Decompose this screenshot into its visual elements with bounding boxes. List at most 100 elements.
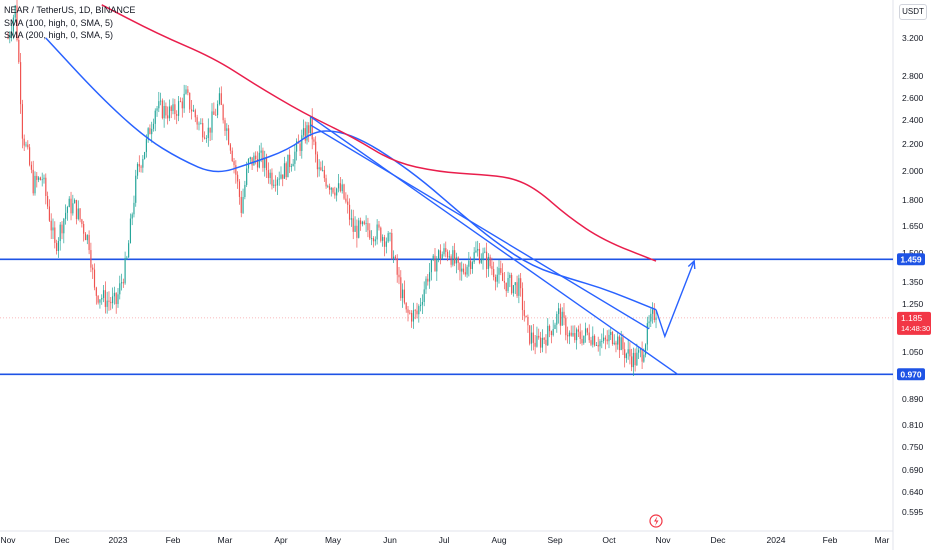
- candle: [561, 307, 563, 326]
- candle: [559, 303, 561, 335]
- currency-unit-button[interactable]: USDT: [899, 4, 927, 20]
- sma100-legend[interactable]: SMA (100, high, 0, SMA, 5): [4, 18, 114, 28]
- candle: [152, 118, 155, 132]
- x-tick-label: Apr: [274, 535, 287, 545]
- x-tick-label: Nov: [655, 535, 671, 545]
- candle: [322, 160, 324, 172]
- candle: [372, 236, 375, 248]
- candle: [264, 150, 266, 177]
- candle: [418, 304, 420, 323]
- candle: [448, 250, 450, 259]
- candle: [398, 267, 400, 285]
- candle: [356, 219, 358, 248]
- candle: [249, 156, 251, 163]
- candle: [505, 282, 507, 297]
- candle: [420, 297, 422, 312]
- y-tick-label: 0.810: [902, 420, 924, 430]
- candle: [572, 325, 574, 338]
- candle: [200, 118, 202, 125]
- candle: [385, 237, 387, 254]
- candle: [313, 137, 315, 146]
- candle: [18, 35, 20, 64]
- y-tick-label: 2.000: [902, 166, 924, 176]
- candle: [545, 334, 547, 354]
- candle: [438, 249, 440, 263]
- candle: [527, 314, 529, 333]
- candle: [608, 329, 610, 349]
- candle: [196, 114, 198, 130]
- x-tick-label: Feb: [823, 535, 838, 545]
- x-tick-label: Jul: [439, 535, 450, 545]
- candle: [229, 142, 232, 154]
- candle: [414, 308, 416, 320]
- candle: [380, 226, 382, 243]
- candle: [500, 260, 502, 276]
- candle: [181, 97, 183, 118]
- candle: [135, 169, 137, 207]
- candle: [9, 31, 11, 44]
- y-tick-label: 1.650: [902, 221, 924, 231]
- candle: [622, 333, 624, 356]
- alert-icon[interactable]: [649, 514, 663, 528]
- candle: [309, 116, 312, 137]
- candle: [348, 198, 351, 226]
- candle: [315, 136, 317, 163]
- candle: [405, 302, 407, 313]
- x-tick-label: 2024: [767, 535, 786, 545]
- candle: [558, 302, 560, 324]
- candle: [371, 230, 373, 246]
- candle: [247, 157, 250, 174]
- candle: [350, 209, 352, 227]
- candle: [237, 171, 239, 189]
- candle: [271, 168, 273, 190]
- candle: [45, 173, 47, 205]
- candle: [361, 220, 364, 227]
- candle: [108, 291, 110, 311]
- candle: [136, 162, 139, 180]
- candle: [145, 134, 147, 158]
- candle: [590, 336, 592, 347]
- candle: [142, 155, 144, 173]
- sma200-legend[interactable]: SMA (200, high, 0, SMA, 5): [4, 30, 114, 40]
- candle: [231, 147, 233, 163]
- candle: [639, 347, 641, 358]
- candle: [341, 179, 343, 194]
- candle: [215, 108, 217, 116]
- candle: [242, 188, 244, 214]
- candle: [285, 161, 287, 181]
- candle: [95, 286, 97, 305]
- candle: [534, 334, 536, 355]
- candle: [412, 302, 414, 329]
- candle: [27, 140, 29, 150]
- candle: [491, 257, 493, 276]
- x-tick-label: 2023: [109, 535, 128, 545]
- candle: [484, 247, 486, 254]
- candle: [174, 98, 176, 120]
- candle: [581, 330, 583, 346]
- candle: [477, 240, 479, 257]
- candle: [63, 217, 65, 244]
- level-price-badge: 0.970: [897, 368, 925, 381]
- symbol-title[interactable]: NEAR / TetherUS, 1D, BINANCE: [4, 5, 136, 15]
- candle: [514, 282, 516, 295]
- candle: [574, 325, 576, 343]
- candle: [457, 256, 459, 270]
- candle: [568, 330, 570, 345]
- candle: [144, 151, 146, 160]
- candle: [233, 158, 235, 174]
- candle: [655, 310, 657, 329]
- candle: [400, 270, 402, 301]
- candle: [432, 253, 434, 262]
- candle: [529, 325, 531, 346]
- candle: [289, 149, 291, 174]
- candle: [638, 346, 640, 360]
- candle: [389, 232, 391, 242]
- candle: [369, 223, 371, 240]
- candle: [644, 343, 647, 358]
- candle: [308, 122, 310, 143]
- candle: [429, 263, 431, 289]
- candle: [439, 244, 441, 265]
- candle: [482, 247, 484, 270]
